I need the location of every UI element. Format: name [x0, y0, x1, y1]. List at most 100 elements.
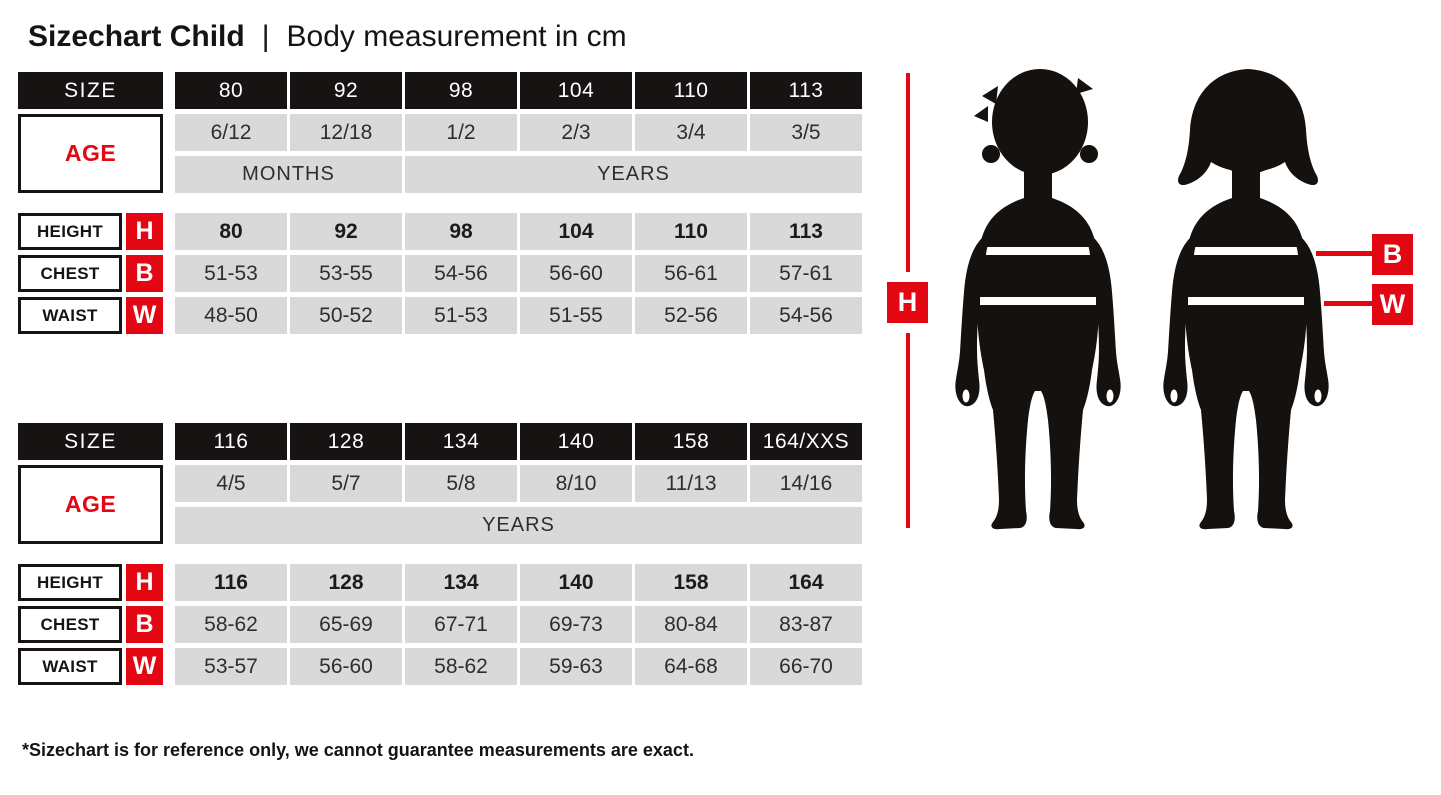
waist-cell: 51-55 — [520, 297, 632, 334]
unit-cell-years: YEARS — [175, 507, 862, 544]
height-cell: 128 — [290, 564, 402, 601]
chest-pointer-line — [1316, 251, 1374, 256]
height-cell: 158 — [635, 564, 747, 601]
chest-cell: 53-55 — [290, 255, 402, 292]
waist-cell: 54-56 — [750, 297, 862, 334]
size-header-cell: 128 — [290, 423, 402, 460]
chest-cell: 67-71 — [405, 606, 517, 643]
height-cell: 113 — [750, 213, 862, 250]
height-figure-badge: H — [887, 282, 928, 323]
chest-label-group: CHEST B — [18, 255, 163, 292]
size-header-cell: 110 — [635, 72, 747, 109]
age-cell: 3/4 — [635, 114, 747, 151]
age-cell: 11/13 — [635, 465, 747, 502]
height-label: HEIGHT — [18, 564, 122, 601]
chest-figure-badge: B — [1372, 234, 1413, 275]
age-label: AGE — [18, 465, 163, 544]
age-cell: 1/2 — [405, 114, 517, 151]
page-title: Sizechart Child | Body measurement in cm — [28, 16, 627, 58]
waist-label: WAIST — [18, 648, 122, 685]
chest-cell: 56-60 — [520, 255, 632, 292]
sizechart-table-large-sizes: SIZE AGE 116 128 134 140 158 164/XXS 4/5… — [18, 423, 862, 685]
sizechart-table-small-sizes: SIZE AGE 80 92 98 104 110 113 6/12 12/18… — [18, 72, 862, 334]
chest-code-badge: B — [126, 255, 163, 292]
chest-label: CHEST — [18, 606, 122, 643]
size-header-cell: 116 — [175, 423, 287, 460]
chest-label-group: CHEST B — [18, 606, 163, 643]
chest-cell: 58-62 — [175, 606, 287, 643]
age-cell: 5/8 — [405, 465, 517, 502]
age-label: AGE — [18, 114, 163, 193]
waist-cell: 59-63 — [520, 648, 632, 685]
chest-cell: 80-84 — [635, 606, 747, 643]
chest-label: CHEST — [18, 255, 122, 292]
height-cell: 116 — [175, 564, 287, 601]
waist-cell: 64-68 — [635, 648, 747, 685]
age-cell: 5/7 — [290, 465, 402, 502]
waist-pointer-line — [1324, 301, 1374, 306]
waist-cell: 50-52 — [290, 297, 402, 334]
height-cell: 110 — [635, 213, 747, 250]
height-code-badge: H — [126, 213, 163, 250]
footer-note: *Sizechart is for reference only, we can… — [22, 740, 694, 760]
height-label: HEIGHT — [18, 213, 122, 250]
height-measure-line-bottom — [906, 333, 910, 528]
size-header-cell: 104 — [520, 72, 632, 109]
boy-silhouette — [955, 69, 1121, 530]
height-cell: 80 — [175, 213, 287, 250]
age-cell: 4/5 — [175, 465, 287, 502]
waist-cell: 52-56 — [635, 297, 747, 334]
size-header-cell: 98 — [405, 72, 517, 109]
size-label: SIZE — [18, 423, 163, 460]
chest-cell: 65-69 — [290, 606, 402, 643]
chest-cell: 56-61 — [635, 255, 747, 292]
age-cell: 6/12 — [175, 114, 287, 151]
waist-cell: 51-53 — [405, 297, 517, 334]
waist-cell: 58-62 — [405, 648, 517, 685]
chest-cell: 54-56 — [405, 255, 517, 292]
waist-cell: 66-70 — [750, 648, 862, 685]
size-label: SIZE — [18, 72, 163, 109]
waist-code-badge: W — [126, 648, 163, 685]
title-separator: | — [261, 20, 270, 53]
size-header-cell: 134 — [405, 423, 517, 460]
waist-cell: 53-57 — [175, 648, 287, 685]
waist-label-group: WAIST W — [18, 648, 163, 685]
height-cell: 134 — [405, 564, 517, 601]
unit-cell-years: YEARS — [405, 156, 862, 193]
height-label-group: HEIGHT H — [18, 213, 163, 250]
girl-silhouette — [1163, 69, 1329, 530]
height-cell: 92 — [290, 213, 402, 250]
chest-cell: 51-53 — [175, 255, 287, 292]
height-label-group: HEIGHT H — [18, 564, 163, 601]
size-header-cell: 140 — [520, 423, 632, 460]
size-header-cell: 113 — [750, 72, 862, 109]
height-cell: 104 — [520, 213, 632, 250]
size-header-cell: 158 — [635, 423, 747, 460]
chest-cell: 69-73 — [520, 606, 632, 643]
unit-cell-months: MONTHS — [175, 156, 402, 193]
age-cell: 2/3 — [520, 114, 632, 151]
waist-code-badge: W — [126, 297, 163, 334]
waist-cell: 48-50 — [175, 297, 287, 334]
title-main: Sizechart Child — [28, 20, 245, 53]
size-header-cell: 80 — [175, 72, 287, 109]
waist-label-group: WAIST W — [18, 297, 163, 334]
waist-label: WAIST — [18, 297, 122, 334]
height-cell: 164 — [750, 564, 862, 601]
height-measure-line-top — [906, 73, 910, 272]
chest-code-badge: B — [126, 606, 163, 643]
title-subtitle: Body measurement in cm — [286, 20, 627, 53]
age-cell: 12/18 — [290, 114, 402, 151]
age-cell: 8/10 — [520, 465, 632, 502]
age-cell: 14/16 — [750, 465, 862, 502]
waist-figure-badge: W — [1372, 284, 1413, 325]
chest-cell: 57-61 — [750, 255, 862, 292]
age-cell: 3/5 — [750, 114, 862, 151]
size-header-cell: 92 — [290, 72, 402, 109]
waist-cell: 56-60 — [290, 648, 402, 685]
chest-cell: 83-87 — [750, 606, 862, 643]
height-code-badge: H — [126, 564, 163, 601]
height-cell: 140 — [520, 564, 632, 601]
